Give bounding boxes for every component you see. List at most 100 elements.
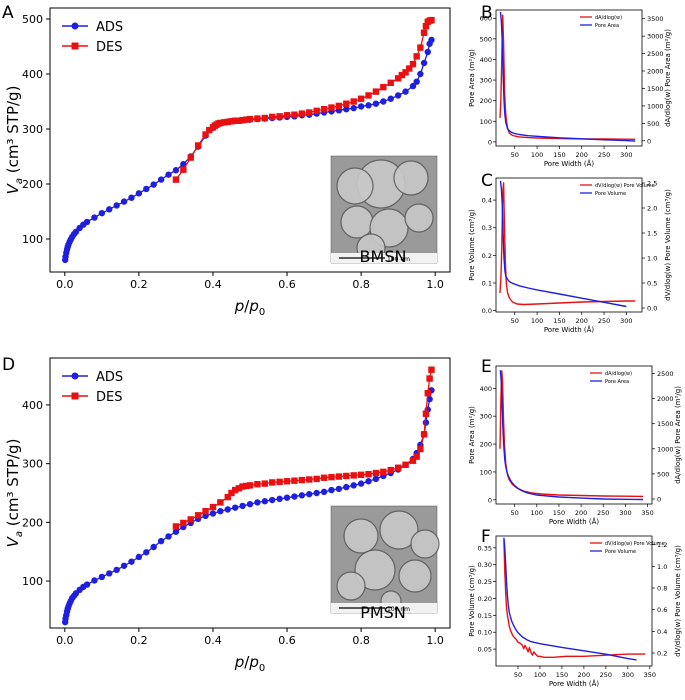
y-left-tick-label: 0.05	[478, 646, 492, 654]
scalebar-label: 100 nm	[387, 606, 410, 613]
data-point-ads	[372, 100, 380, 107]
y-right-axis-label: dA/dlog(w) Pore Area (m²/g)	[674, 386, 682, 484]
nanoparticle-shape	[354, 549, 396, 591]
data-point-des	[239, 117, 246, 124]
x-tick-label: 100	[531, 151, 543, 159]
legend-label: DES	[96, 40, 122, 55]
data-point-des	[243, 116, 250, 123]
y-axis-label: Va (cm³ STP/g)	[4, 439, 25, 548]
x-label-p: p	[234, 653, 245, 671]
y-right-tick-label: 2500	[647, 50, 664, 58]
y-tick-label: 400	[22, 68, 43, 81]
data-point-ads	[135, 190, 143, 197]
data-point-des	[269, 113, 276, 121]
x-tick-label: 150	[553, 151, 565, 159]
x-axis-label: p/p0	[234, 297, 266, 318]
nanoparticle-shape	[379, 510, 419, 550]
data-point-des	[224, 118, 231, 126]
data-point-ads	[269, 496, 276, 504]
data-point-ads	[365, 478, 372, 485]
data-point-ads	[413, 78, 420, 85]
y-right-axis-label: dV/dlog(w) Pore Volume (cm³/g)	[674, 545, 682, 657]
data-point-ads	[106, 206, 113, 213]
data-point-des	[276, 113, 283, 120]
data-point-ads	[372, 475, 380, 483]
data-point-ads	[254, 499, 261, 506]
data-point-des	[306, 109, 313, 116]
panel-label: B	[481, 3, 493, 23]
data-point-des	[224, 493, 231, 501]
y-right-tick-label: 1.2	[657, 541, 667, 549]
x-axis-label: Pore Width (Å)	[544, 325, 595, 334]
data-point-ads	[83, 581, 91, 588]
y-left-tick-label: 500	[480, 35, 492, 43]
data-point-ads	[417, 70, 424, 78]
x-tick-label: 0.0	[56, 278, 74, 291]
data-point-des	[187, 154, 194, 161]
data-point-ads	[239, 502, 246, 510]
data-point-des	[235, 117, 243, 124]
x-axis-label: Pore Width (Å)	[549, 517, 600, 526]
nanoparticle-shape	[343, 518, 379, 554]
y-left-tick-label: 0.2	[482, 252, 492, 260]
y-tick-label: 200	[22, 178, 43, 191]
data-point-ads	[150, 181, 157, 188]
data-point-des	[313, 107, 320, 115]
y-left-tick-label: 300	[480, 413, 492, 421]
panel-label: C	[481, 171, 493, 191]
data-point-ads	[402, 88, 409, 95]
y-label-var: V	[4, 535, 22, 547]
x-axis-label: p/p0	[234, 653, 266, 674]
y-left-tick-label: 200	[480, 441, 492, 449]
data-point-ads	[83, 218, 91, 226]
x-tick-label: 150	[553, 509, 565, 517]
data-point-des	[422, 410, 430, 417]
y-right-tick-label: 0.2	[657, 650, 667, 658]
legend-label: Pore Volume	[605, 549, 636, 555]
nanoparticle-shape	[393, 160, 429, 196]
panel-label: F	[481, 527, 491, 547]
legend-label: ADS	[96, 20, 123, 35]
y-left-axis-label: Pore Volume (cm³/g)	[468, 209, 476, 281]
data-point-ads	[157, 176, 165, 183]
data-point-ads	[231, 504, 239, 511]
data-point-ads	[91, 214, 98, 221]
x-tick-label: 150	[553, 317, 565, 325]
data-point-ads	[320, 488, 328, 496]
data-point-des	[428, 366, 435, 373]
legend-label: DES	[96, 390, 122, 405]
data-point-ads	[343, 483, 350, 491]
data-point-ads	[150, 543, 157, 551]
y-right-tick-label: 2000	[657, 395, 674, 403]
data-point-ads	[422, 419, 430, 426]
data-point-des	[328, 104, 335, 111]
data-point-des	[276, 478, 283, 486]
legend-label: dA/dlog(w)	[595, 15, 622, 21]
y-right-tick-label: 1500	[657, 420, 674, 428]
data-point-des	[417, 44, 424, 51]
data-point-des	[372, 88, 380, 95]
nanoparticle-shape	[404, 203, 434, 233]
data-point-des	[283, 478, 291, 485]
data-point-des	[387, 466, 394, 474]
y-left-tick-label: 0.15	[478, 612, 492, 620]
data-point-des	[235, 485, 243, 492]
y-left-tick-label: 100	[480, 118, 492, 126]
x-tick-label: 1.0	[426, 278, 444, 291]
y-right-tick-label: 1.0	[647, 255, 657, 263]
x-axis-label: Pore Width (Å)	[549, 679, 600, 688]
x-tick-label: 150	[556, 671, 568, 679]
data-point-des	[283, 112, 291, 119]
x-label-p2: p	[248, 653, 259, 671]
data-point-ads	[357, 103, 365, 110]
data-point-ads	[172, 167, 180, 174]
x-label-sub0: 0	[259, 307, 265, 318]
nanoparticle-shape	[398, 559, 432, 593]
y-tick-label: 500	[22, 13, 43, 26]
data-point-des	[413, 53, 420, 60]
x-tick-label: 300	[619, 509, 631, 517]
y-axis-label: Va (cm³ STP/g)	[4, 86, 25, 195]
data-point-des	[172, 176, 180, 183]
y-right-tick-label: 1000	[647, 102, 664, 110]
x-tick-label: 0.2	[130, 278, 148, 291]
